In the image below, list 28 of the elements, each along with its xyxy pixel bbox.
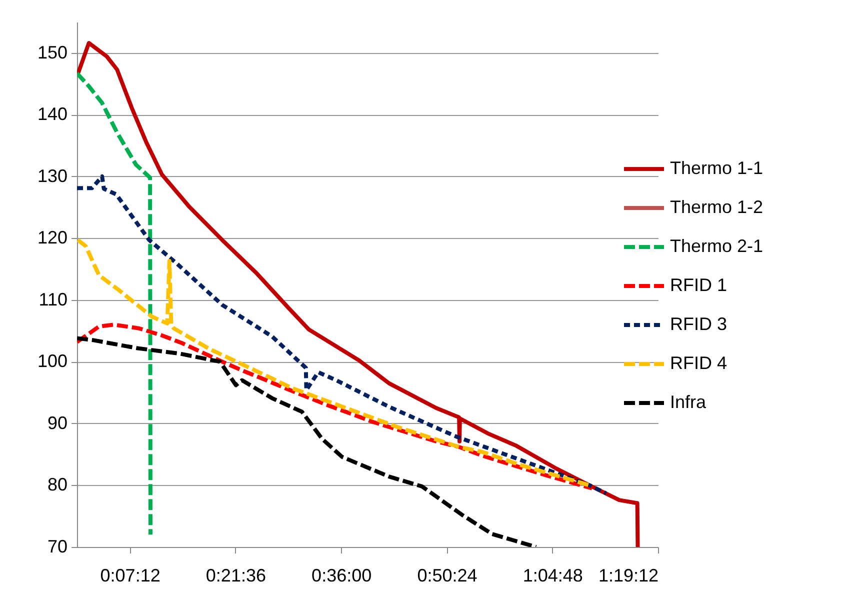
x-tick-label: 0:21:36 — [206, 566, 266, 586]
y-tick-label: 120 — [37, 228, 68, 248]
line-series — [77, 174, 608, 496]
y-tick-label: 140 — [37, 104, 68, 124]
line-series — [77, 238, 592, 488]
line-series — [77, 336, 538, 547]
y-tick-label: 150 — [37, 42, 68, 62]
line-series — [77, 322, 594, 490]
line-series — [77, 41, 640, 547]
x-tick-label: 0:07:12 — [100, 566, 160, 586]
legend-label: Thermo 1-2 — [670, 197, 764, 217]
x-tick-label: 1:19:12 — [598, 566, 658, 586]
y-tick-label: 90 — [47, 412, 68, 433]
y-tick-label: 130 — [37, 166, 68, 186]
x-tick-label: 0:36:00 — [312, 566, 372, 586]
y-tick-label: 70 — [47, 536, 68, 556]
legend-label: Infra — [670, 392, 708, 412]
legend-label: Thermo 2-1 — [670, 236, 764, 256]
y-tick-label: 100 — [37, 351, 68, 372]
x-tick-label: 0:50:24 — [417, 566, 478, 586]
line-series — [77, 71, 153, 537]
legend-label: RFID 1 — [670, 275, 728, 295]
y-tick-label: 110 — [38, 289, 68, 310]
x-tick-label: 1:04:48 — [522, 566, 583, 586]
legend-label: Thermo 1-1 — [670, 158, 764, 178]
y-tick-label: 80 — [47, 474, 68, 495]
legend-label: RFID 3 — [670, 314, 728, 334]
legend-label: RFID 4 — [670, 353, 728, 373]
